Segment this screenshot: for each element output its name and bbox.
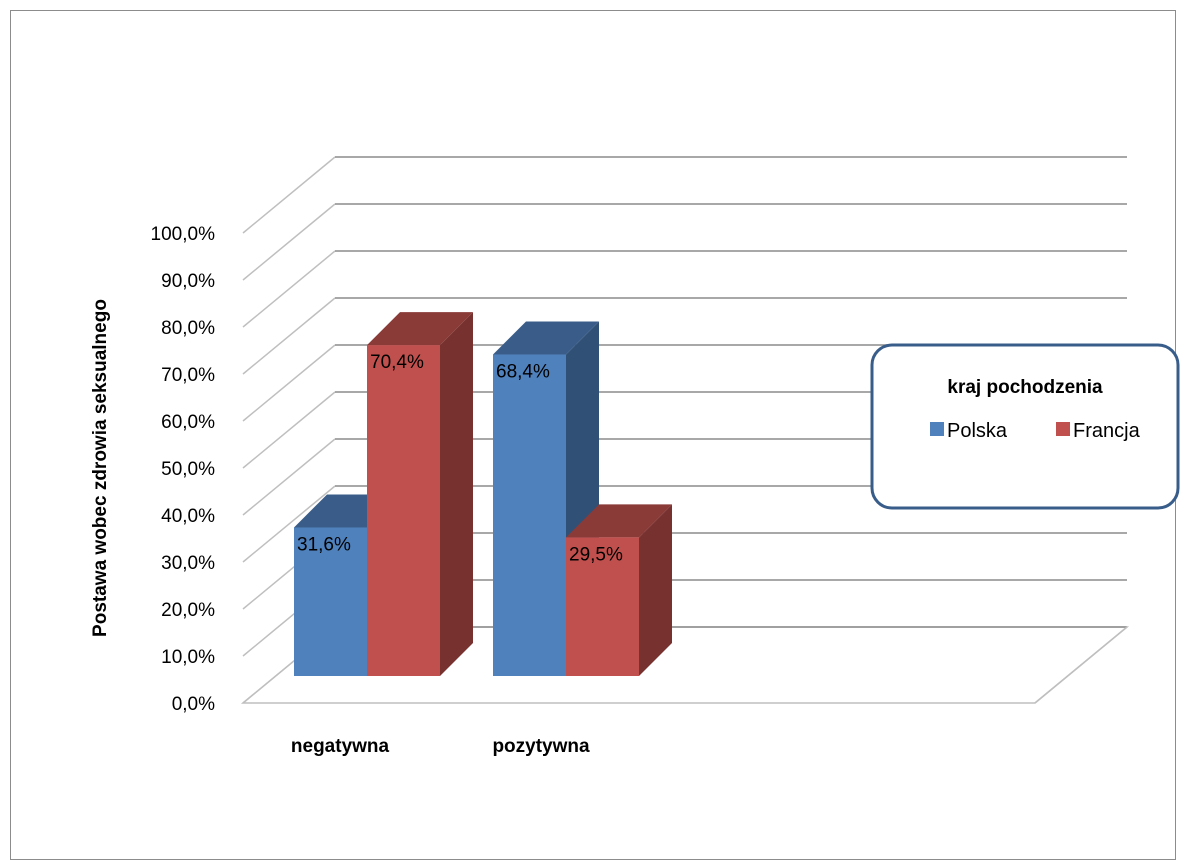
bar-side xyxy=(440,312,473,676)
data-label: 31,6% xyxy=(297,534,351,555)
gridline-side xyxy=(242,297,336,375)
y-tick-label: 10,0% xyxy=(161,647,215,668)
y-axis-title: Postawa wobec zdrowia seksualnego xyxy=(90,299,111,637)
legend: kraj pochodzenia Polska Francja xyxy=(870,343,1180,510)
y-tick-label: 30,0% xyxy=(161,553,215,574)
data-labels: 31,6% 70,4% 68,4% 29,5% xyxy=(297,352,623,565)
y-tick-label: 90,0% xyxy=(161,271,215,292)
bar-front xyxy=(367,345,440,676)
bar-front xyxy=(493,354,566,676)
bar-top xyxy=(493,321,599,355)
legend-swatch xyxy=(930,422,944,436)
bars xyxy=(294,312,672,676)
y-tick-label: 60,0% xyxy=(161,412,215,433)
data-label: 70,4% xyxy=(370,352,424,373)
y-tick-label: 80,0% xyxy=(161,318,215,339)
bar-front xyxy=(566,537,639,676)
gridline-side xyxy=(242,485,336,563)
bar-top xyxy=(566,504,672,538)
data-label: 68,4% xyxy=(496,362,550,383)
bar-top xyxy=(367,312,473,346)
gridline-side xyxy=(242,391,336,469)
y-tick-labels: 0,0% 10,0% 20,0% 30,0% 40,0% 50,0% 60,0% 70,0% 8… xyxy=(151,224,216,715)
gridline-side xyxy=(242,203,336,281)
bar-francja-pozytywna xyxy=(566,504,672,676)
gridline-side xyxy=(242,156,336,234)
y-tick-label: 50,0% xyxy=(161,459,215,480)
gridline-side xyxy=(242,344,336,422)
legend-box xyxy=(870,343,1180,510)
floor-edge xyxy=(1034,626,1128,704)
legend-title: kraj pochodzenia xyxy=(947,377,1103,398)
bar-francja-negatywna xyxy=(367,312,473,676)
x-tick-label: negatywna xyxy=(291,736,390,757)
y-tick-label: 20,0% xyxy=(161,600,215,621)
x-tick-label: pozytywna xyxy=(492,736,590,757)
legend-label: Polska xyxy=(947,420,1008,442)
gridline-side xyxy=(242,250,336,328)
gridline-side xyxy=(242,438,336,516)
legend-swatch xyxy=(1056,422,1070,436)
y-tick-label: 0,0% xyxy=(172,694,215,715)
y-tick-label: 70,0% xyxy=(161,365,215,386)
legend-label: Francja xyxy=(1073,420,1141,442)
x-tick-labels: negatywna pozytywna xyxy=(291,736,590,757)
data-label: 29,5% xyxy=(569,544,623,565)
bar-side xyxy=(639,504,672,676)
y-tick-label: 40,0% xyxy=(161,506,215,527)
bar-front xyxy=(294,527,367,676)
y-tick-label: 100,0% xyxy=(151,224,216,245)
